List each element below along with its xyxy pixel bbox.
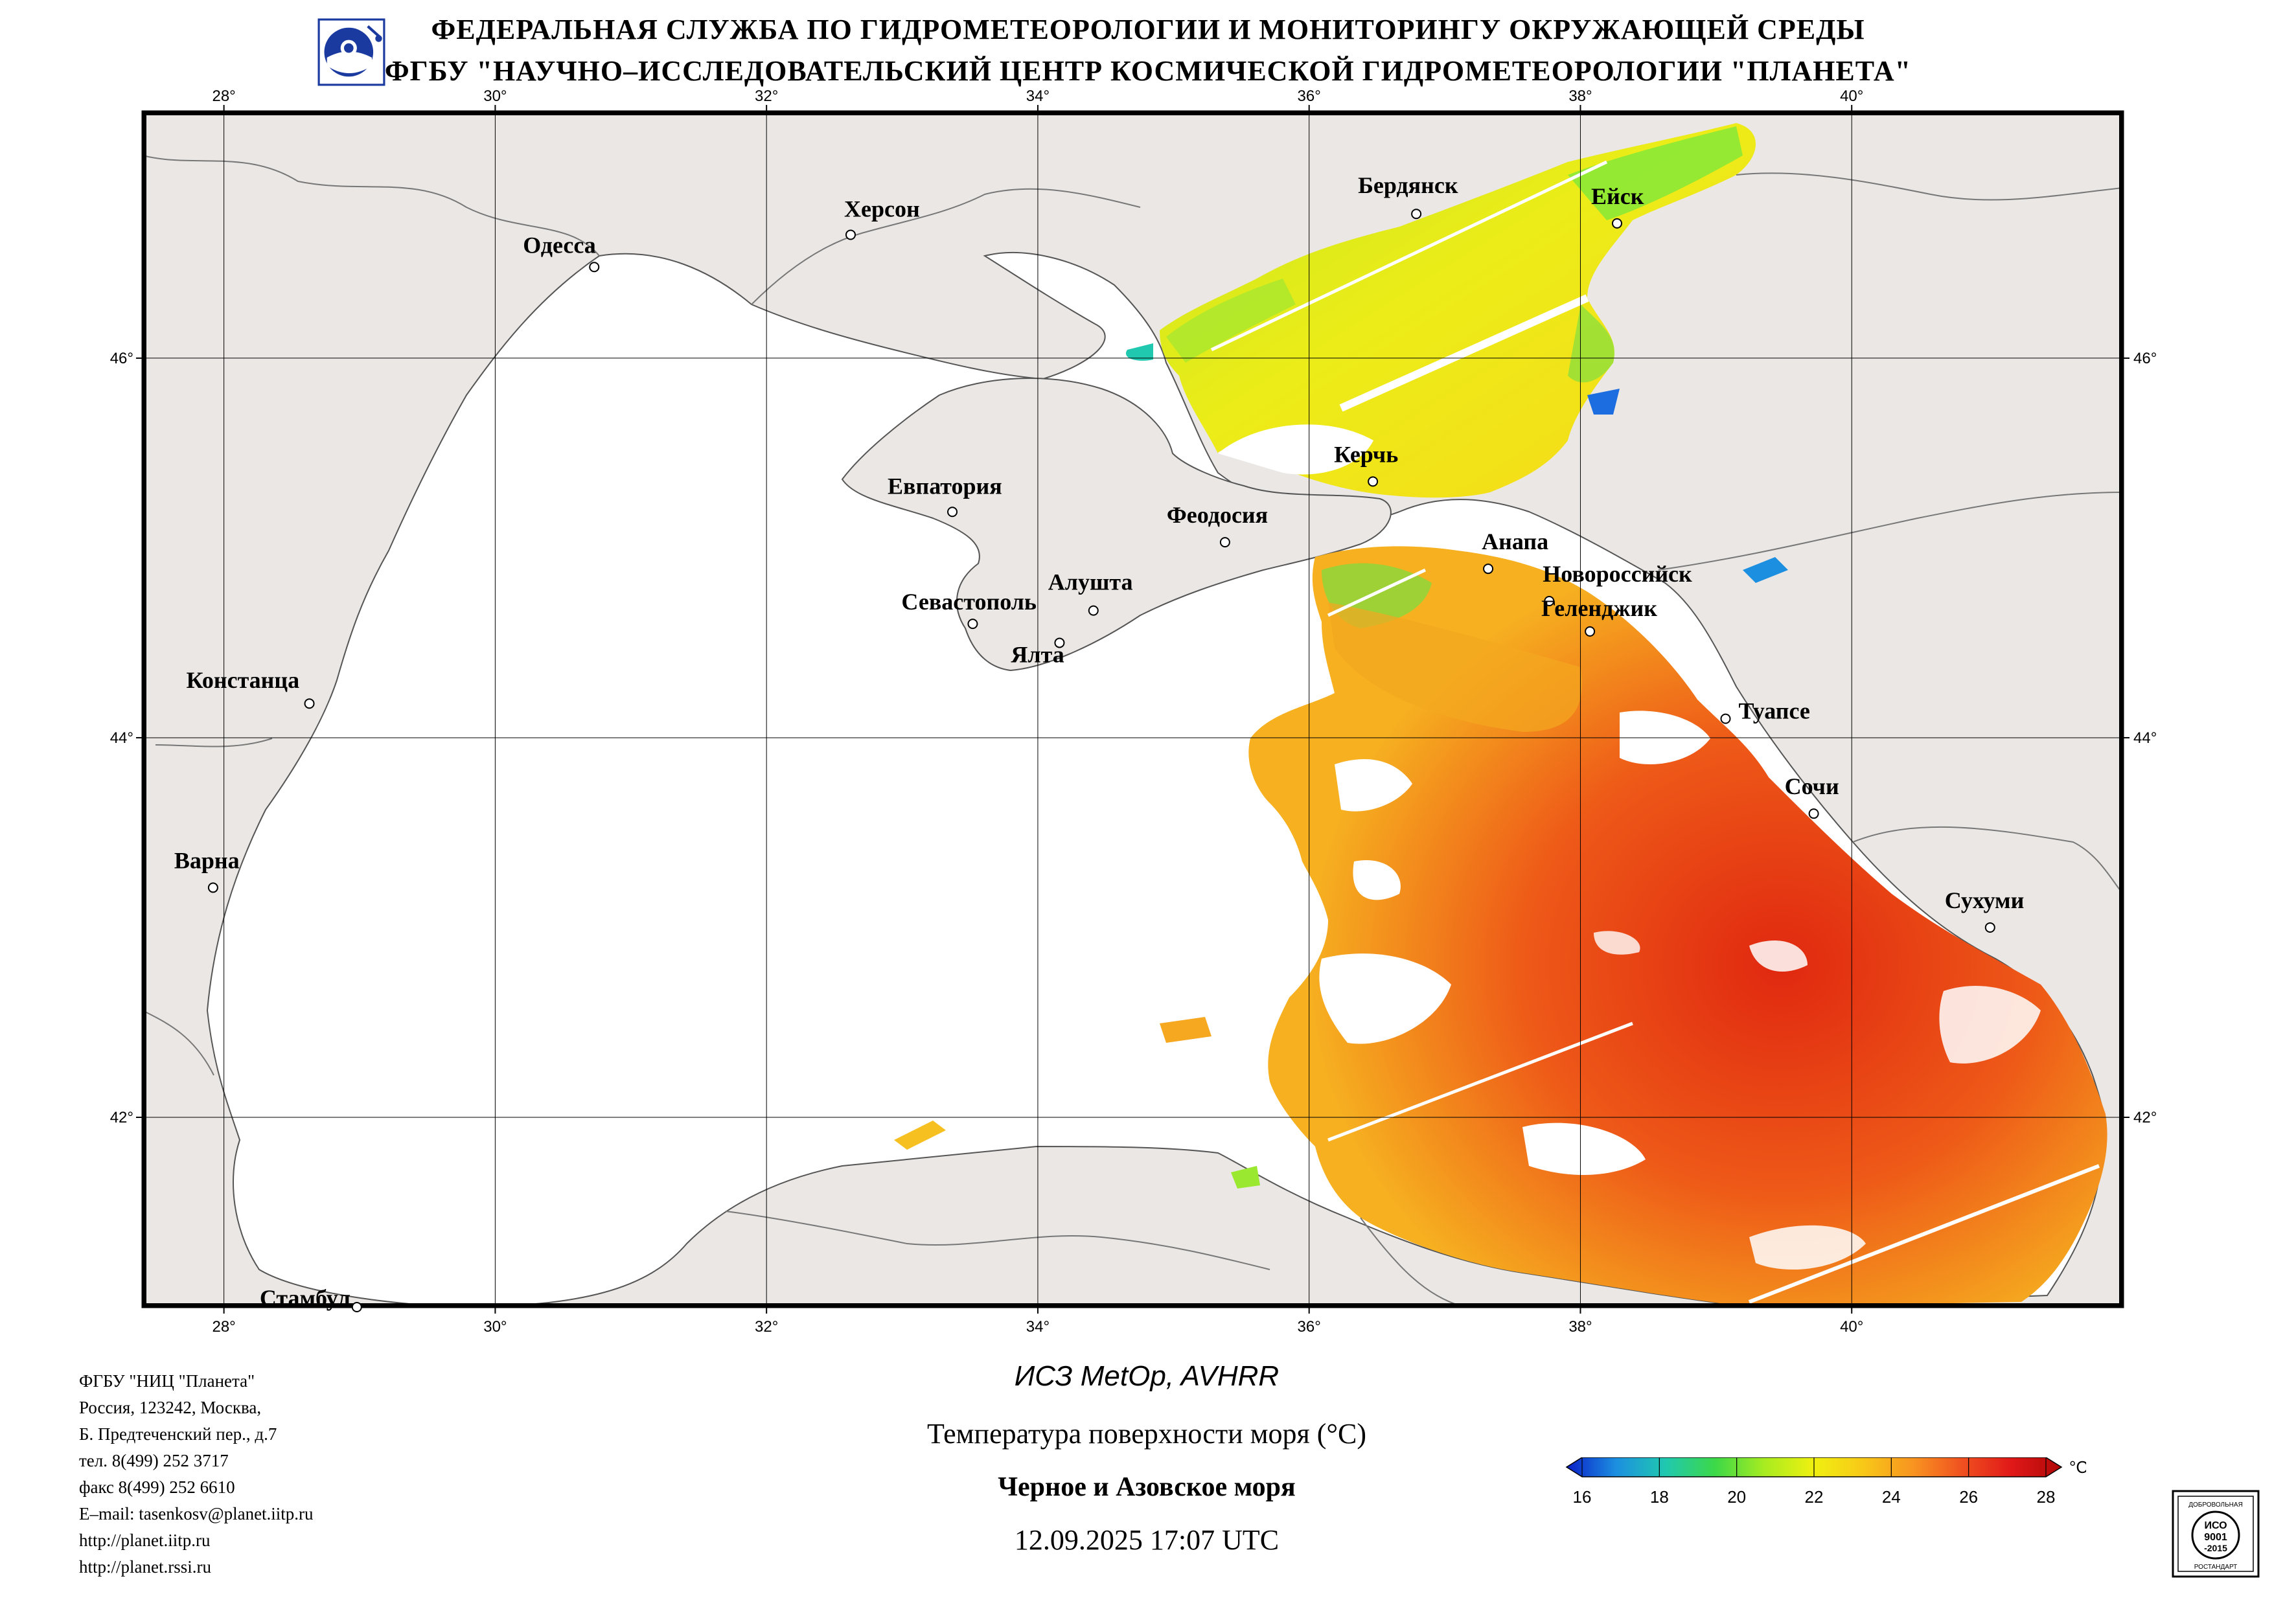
city-marker	[1544, 595, 1555, 606]
lon-tick-label-bottom: 38°	[1568, 1318, 1592, 1336]
sst-data-area	[1248, 546, 2107, 1307]
lon-tick-label-top: 34°	[1026, 87, 1050, 105]
lat-tick-label-left: 42°	[110, 1109, 133, 1126]
city-marker	[1411, 209, 1422, 220]
iso-certificate-icon: ДОБРОВОЛЬНАЯ ИСО 9001 -2015 РОСТАНДАРТ	[2172, 1490, 2260, 1578]
city-label: Ялта	[1011, 641, 1064, 667]
contact-tel: тел. 8(499) 252 3717	[79, 1451, 229, 1470]
lat-tick-label-right: 46°	[2133, 350, 2157, 367]
region-label: Черное и Азовское моря	[998, 1472, 1296, 1502]
datetime-label: 12.09.2025 17:07 UTC	[1014, 1524, 1280, 1556]
cert-year: -2015	[2204, 1543, 2227, 1553]
contact-url2[interactable]: http://planet.rssi.ru	[79, 1557, 211, 1577]
colorbar-tick-label: 22	[1805, 1487, 1824, 1507]
lon-tick-label-top: 30°	[483, 87, 507, 105]
graticule	[143, 111, 2123, 1307]
city-label: Керчь	[1334, 441, 1398, 467]
city-label: Туапсе	[1739, 698, 1810, 724]
city-label: Новороссийск	[1543, 561, 1692, 587]
city-label: Анапа	[1482, 529, 1548, 554]
axis-ticks: 28° 28° 30° 30° 32° 32° 34° 34° 36° 36° 38° 38° 40° 4…	[110, 87, 2157, 1336]
lon-tick-label-top: 32°	[755, 87, 778, 105]
city-marker	[845, 229, 856, 240]
colorbar: 16 18 20 22 24 26 28 °C	[1565, 1457, 2086, 1507]
city-label: Феодосия	[1167, 502, 1268, 528]
city-marker	[1808, 808, 1819, 819]
cert-std: ИСО	[2204, 1520, 2227, 1531]
city-marker	[1720, 713, 1731, 724]
lon-tick-label-top: 36°	[1298, 87, 1321, 105]
contact-org: ФГБУ "НИЦ "Планета"	[79, 1371, 255, 1391]
lat-tick-label-left: 44°	[110, 729, 133, 747]
contact-email[interactable]: E–mail: tasenkosv@planet.iitp.ru	[79, 1504, 314, 1523]
city-marker	[1611, 218, 1622, 229]
cert-bottom: РОСТАНДАРТ	[2194, 1564, 2238, 1571]
lon-tick-label-bottom: 36°	[1298, 1318, 1321, 1336]
city-marker	[1054, 637, 1065, 648]
cert-top: ДОБРОВОЛЬНАЯ	[2188, 1501, 2243, 1509]
contact-addr1: Россия, 123242, Москва,	[79, 1398, 262, 1417]
crimea-peninsula	[841, 378, 1392, 672]
lon-tick-label-bottom: 28°	[212, 1318, 235, 1336]
sst-map: 28° 28° 30° 30° 32° 32° 34° 34° 36° 36° 38° 38° 40° 4…	[110, 87, 2157, 1336]
city-marker	[1219, 537, 1230, 548]
lat-tick-label-right: 42°	[2133, 1109, 2157, 1126]
city-label: Одесса	[523, 232, 596, 258]
city-marker	[351, 1302, 362, 1312]
city-label: Сухуми	[1945, 887, 2025, 913]
city-label: Севастополь	[901, 589, 1037, 615]
lat-tick-label-left: 46°	[110, 350, 133, 367]
city-marker	[1483, 564, 1494, 575]
city-label: Варна	[174, 847, 240, 873]
city-marker	[589, 262, 600, 273]
city-marker	[1984, 922, 1995, 933]
lon-tick-label-bottom: 34°	[1026, 1318, 1050, 1336]
cert-num: 9001	[2204, 1532, 2227, 1543]
city-marker	[304, 698, 315, 709]
planeta-logo-icon	[317, 18, 385, 86]
satellite-label: ИСЗ MetOp, AVHRR	[1014, 1360, 1280, 1392]
lon-tick-label-top: 40°	[1840, 87, 1863, 105]
lon-tick-label-bottom: 30°	[483, 1318, 507, 1336]
contact-fax: факс 8(499) 252 6610	[79, 1477, 235, 1497]
lon-tick-label-bottom: 40°	[1840, 1318, 1863, 1336]
city-label: Констанца	[187, 667, 300, 693]
lon-tick-label-bottom: 32°	[755, 1318, 778, 1336]
city-label: Бердянск	[1358, 172, 1458, 198]
lon-tick-label-top: 38°	[1568, 87, 1592, 105]
product-label: Температура поверхности моря (°C)	[926, 1418, 1367, 1450]
city-label: Сочи	[1785, 773, 1839, 799]
city-marker	[1088, 605, 1099, 616]
city-marker	[207, 882, 218, 893]
colorbar-tick-label: 16	[1573, 1487, 1592, 1507]
contact-url1[interactable]: http://planet.iitp.ru	[79, 1531, 211, 1550]
city-label: Стамбул	[260, 1285, 350, 1311]
city-marker	[967, 619, 978, 630]
lat-tick-label-right: 44°	[2133, 729, 2157, 747]
colorbar-tick-label: 20	[1727, 1487, 1746, 1507]
contact-block: ФГБУ "НИЦ "Планета" Россия, 123242, Моск…	[79, 1368, 314, 1580]
colorbar-tick-label: 24	[1882, 1487, 1901, 1507]
city-label: Ейск	[1591, 183, 1644, 209]
city-marker	[1368, 476, 1379, 487]
city-label: Херсон	[844, 196, 920, 222]
colorbar-tick-label: 28	[2037, 1487, 2056, 1507]
city-label: Евпатория	[888, 473, 1002, 499]
colorbar-tick-label: 26	[1959, 1487, 1978, 1507]
city-marker	[947, 507, 958, 518]
header-line1: ФЕДЕРАЛЬНАЯ СЛУЖБА ПО ГИДРОМЕТЕОРОЛОГИИ …	[431, 14, 1865, 45]
city-marker	[1585, 626, 1596, 637]
colorbar-tick-label: 18	[1650, 1487, 1669, 1507]
city-label: Алушта	[1048, 569, 1133, 595]
city-label: Геленджик	[1541, 595, 1657, 621]
colorbar-unit: °C	[2069, 1457, 2086, 1477]
lon-tick-label-top: 28°	[212, 87, 235, 105]
header-line2: ФГБУ "НАУЧНО–ИССЛЕДОВАТЕЛЬСКИЙ ЦЕНТР КОС…	[384, 55, 1912, 87]
contact-addr2: Б. Предтеченский пер., д.7	[79, 1424, 277, 1444]
city-labels: Одесса Херсон Бердянск Ейск Евпатория Керчь Фе…	[174, 172, 2024, 1312]
